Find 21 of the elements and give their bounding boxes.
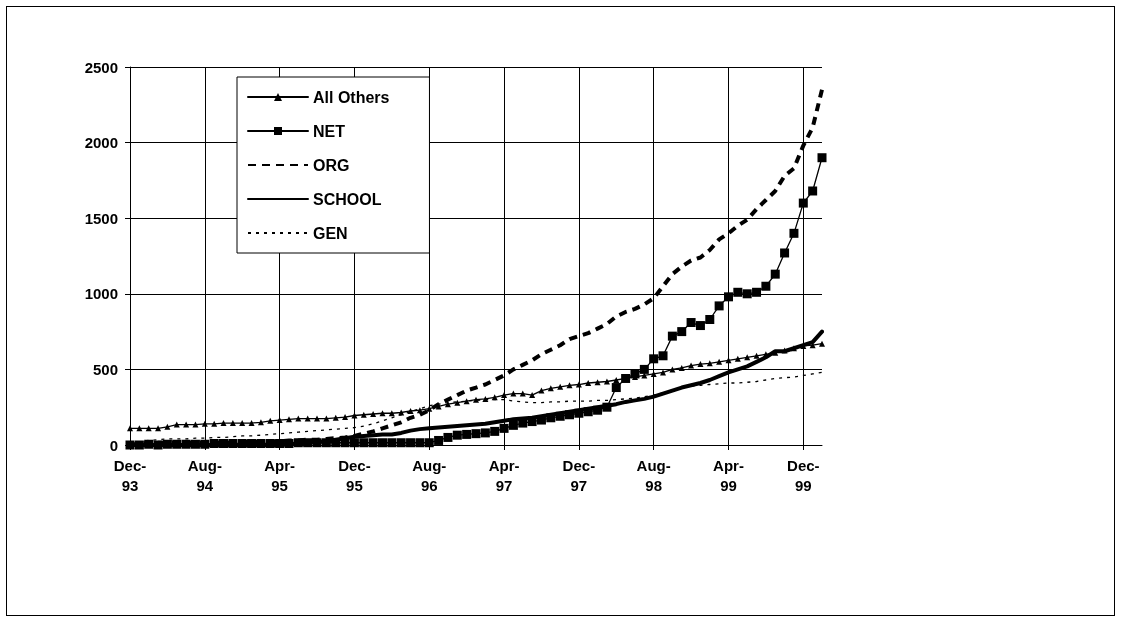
y-tick-label: 1500	[84, 209, 118, 227]
x-tick-label: Dec-93	[113, 456, 147, 494]
x-tick-label: Apr-97	[488, 456, 520, 494]
x-tick-label: Aug-98	[636, 456, 671, 494]
legend-label: All Others	[313, 88, 390, 106]
x-tick-label: Aug-94	[187, 456, 222, 494]
y-tick-label: 2000	[84, 134, 118, 152]
y-tick-label: 2500	[84, 58, 118, 76]
legend-label: SCHOOL	[313, 190, 382, 208]
x-tick-label: Aug-96	[412, 456, 447, 494]
y-tick-label: 500	[92, 360, 118, 378]
x-tick-label: Dec-99	[787, 456, 820, 494]
legend-label: ORG	[313, 156, 350, 174]
x-tick-label: Dec-95	[338, 456, 371, 494]
x-tick-label: Apr-95	[264, 456, 296, 494]
legend-label: NET	[313, 122, 346, 140]
x-tick-label: Dec-97	[562, 456, 596, 494]
y-tick-label: 1000	[84, 285, 118, 303]
legend-label: GEN	[313, 224, 348, 242]
x-tick-label: Apr-99	[713, 456, 744, 494]
y-tick-label: 0	[109, 436, 118, 454]
